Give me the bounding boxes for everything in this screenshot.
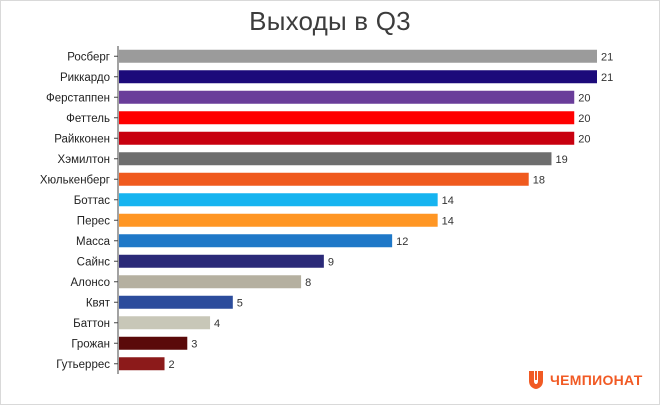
bar bbox=[119, 193, 438, 207]
bar bbox=[119, 234, 393, 248]
value-label: 20 bbox=[578, 133, 590, 145]
value-label: 14 bbox=[442, 195, 454, 207]
bar bbox=[119, 70, 597, 84]
value-label: 18 bbox=[533, 174, 545, 186]
category-label: Феттель bbox=[66, 113, 110, 125]
value-label: 14 bbox=[442, 215, 454, 227]
value-label: 20 bbox=[578, 92, 590, 104]
value-label: 12 bbox=[396, 236, 408, 248]
bar bbox=[119, 49, 597, 63]
category-label: Грожан bbox=[71, 338, 110, 350]
category-label: Боттас bbox=[74, 195, 110, 207]
value-label: 20 bbox=[578, 113, 590, 125]
value-label: 8 bbox=[305, 277, 311, 289]
category-label: Сайнс bbox=[77, 256, 111, 268]
category-label: Баттон bbox=[73, 318, 110, 330]
bar bbox=[119, 213, 438, 227]
bar bbox=[119, 357, 165, 371]
category-label: Ферстаппен bbox=[46, 92, 110, 104]
category-label: Перес bbox=[77, 215, 110, 227]
bar bbox=[119, 111, 575, 125]
category-label: Хюлькенберг bbox=[40, 174, 110, 186]
chart-title: Выходы в Q3 bbox=[249, 6, 411, 36]
value-label: 4 bbox=[214, 318, 220, 330]
value-label: 9 bbox=[328, 256, 334, 268]
bar bbox=[119, 336, 188, 350]
value-label: 21 bbox=[601, 72, 613, 84]
value-label: 2 bbox=[169, 359, 175, 371]
bar bbox=[119, 275, 302, 289]
value-label: 19 bbox=[555, 154, 567, 166]
bar bbox=[119, 131, 575, 145]
championat-logo-icon bbox=[529, 371, 543, 389]
value-label: 21 bbox=[601, 51, 613, 63]
bar bbox=[119, 295, 233, 309]
category-label: Хэмилтон bbox=[58, 154, 110, 166]
category-label: Алонсо bbox=[70, 277, 110, 289]
category-label: Риккардо bbox=[60, 72, 110, 84]
brand-logo: ЧЕМПИОНАТ bbox=[527, 368, 643, 392]
value-label: 5 bbox=[237, 297, 243, 309]
bar bbox=[119, 254, 324, 268]
bar bbox=[119, 90, 575, 104]
category-label: Росберг bbox=[67, 51, 110, 63]
category-label: Квят bbox=[86, 297, 111, 309]
category-label: Масса bbox=[76, 236, 111, 248]
bar bbox=[119, 316, 211, 330]
bar bbox=[119, 152, 552, 166]
brand-name: ЧЕМПИОНАТ bbox=[550, 372, 643, 388]
bar bbox=[119, 172, 529, 186]
category-label: Райкконен bbox=[54, 133, 110, 145]
category-label: Гутьеррес bbox=[56, 359, 110, 371]
value-label: 3 bbox=[191, 338, 197, 350]
